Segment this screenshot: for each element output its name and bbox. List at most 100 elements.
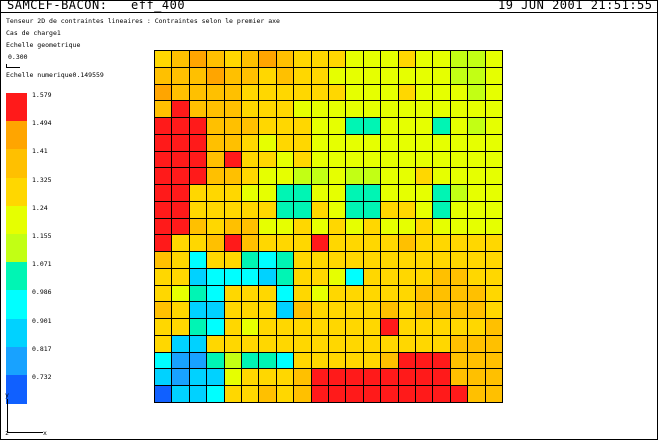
legend-label: 0.986	[32, 288, 52, 297]
mesh-element	[171, 117, 190, 135]
mesh-element	[345, 66, 364, 84]
mesh-element	[310, 184, 329, 202]
legend-swatch	[6, 375, 27, 404]
mesh-element	[328, 251, 346, 269]
mesh-element	[415, 117, 433, 135]
mesh-element	[362, 66, 381, 84]
mesh-element	[432, 83, 451, 101]
mesh-element	[293, 200, 312, 219]
mesh-element	[345, 133, 364, 152]
mesh-element	[310, 368, 329, 386]
mesh-element	[362, 284, 381, 302]
mesh-element	[241, 133, 259, 152]
mesh-element	[171, 50, 190, 68]
mesh-element	[310, 83, 329, 101]
mesh-element	[380, 234, 399, 252]
mesh-element	[171, 284, 190, 302]
mesh-element	[449, 334, 468, 353]
mesh-element	[171, 184, 190, 202]
mesh-element	[275, 167, 294, 185]
mesh-element	[380, 167, 399, 185]
mesh-element	[275, 318, 294, 336]
mesh-element	[258, 133, 277, 152]
mesh-element	[310, 301, 329, 319]
mesh-element	[275, 83, 294, 101]
mesh-element	[154, 351, 172, 369]
mesh-element	[467, 284, 486, 302]
mesh-element	[258, 217, 277, 235]
mesh-element	[484, 334, 503, 353]
mesh-element	[154, 318, 172, 336]
mesh-element	[154, 234, 172, 252]
mesh-element	[258, 385, 277, 403]
mesh-element	[362, 234, 381, 252]
legend-swatch	[6, 149, 27, 179]
mesh-element	[449, 368, 468, 386]
mesh-element	[171, 66, 190, 84]
axis-y-label: y	[5, 391, 9, 399]
mesh-element	[188, 200, 207, 219]
mesh-element	[432, 334, 451, 353]
legend-label: 0.901	[32, 316, 52, 325]
mesh-element	[241, 351, 259, 369]
mesh-element	[415, 184, 433, 202]
mesh-element	[484, 50, 503, 68]
mesh-element	[484, 100, 503, 118]
mesh-element	[449, 150, 468, 168]
mesh-element	[397, 267, 416, 286]
mesh-element	[223, 234, 242, 252]
mesh-element	[223, 133, 242, 152]
mesh-element	[449, 301, 468, 319]
mesh-element	[397, 83, 416, 101]
mesh-element	[397, 368, 416, 386]
mesh-element	[293, 351, 312, 369]
mesh-element	[380, 83, 399, 101]
load-case: Cas de charge1	[6, 29, 61, 37]
mesh-element	[345, 368, 364, 386]
mesh-element	[449, 251, 468, 269]
legend-label: 1.494	[32, 119, 52, 128]
mesh-element	[484, 200, 503, 219]
mesh-element	[258, 117, 277, 135]
mesh-element	[241, 234, 259, 252]
mesh-element	[467, 83, 486, 101]
mesh-element	[328, 385, 346, 403]
mesh-element	[258, 267, 277, 286]
mesh-element	[484, 318, 503, 336]
mesh-element	[397, 133, 416, 152]
mesh-element	[258, 301, 277, 319]
mesh-element	[293, 284, 312, 302]
mesh-element	[362, 117, 381, 135]
geometric-scale-value: 0.300	[8, 53, 28, 61]
mesh-element	[362, 368, 381, 386]
mesh-element	[223, 167, 242, 185]
geometric-scale-label: Echelle geometrique	[6, 41, 81, 49]
mesh-element	[154, 184, 172, 202]
mesh-element	[310, 318, 329, 336]
mesh-element	[362, 133, 381, 152]
mesh-element	[415, 200, 433, 219]
legend-label: 1.24	[32, 203, 48, 212]
mesh-element	[328, 133, 346, 152]
mesh-element	[223, 83, 242, 101]
mesh-element	[467, 100, 486, 118]
mesh-element	[345, 318, 364, 336]
mesh-element	[345, 234, 364, 252]
mesh-element	[397, 385, 416, 403]
mesh-element	[467, 251, 486, 269]
mesh-element	[432, 217, 451, 235]
mesh-element	[380, 351, 399, 369]
mesh-element	[223, 368, 242, 386]
mesh-element	[467, 217, 486, 235]
mesh-element	[345, 385, 364, 403]
mesh-element	[258, 200, 277, 219]
mesh-element	[293, 184, 312, 202]
mesh-element	[397, 200, 416, 219]
mesh-element	[397, 284, 416, 302]
mesh-element	[362, 351, 381, 369]
mesh-element	[449, 100, 468, 118]
mesh-element	[223, 117, 242, 135]
mesh-element	[223, 150, 242, 168]
mesh-element	[310, 351, 329, 369]
mesh-element	[241, 50, 259, 68]
